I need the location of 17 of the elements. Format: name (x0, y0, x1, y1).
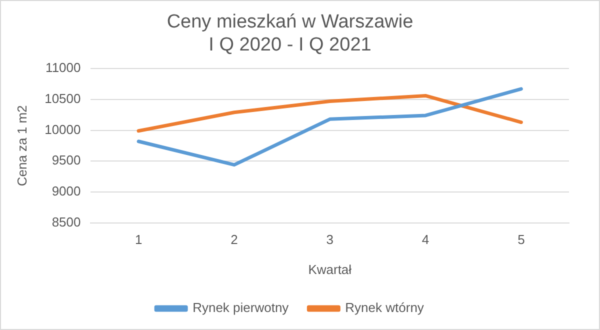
y-tick-label: 10500 (44, 91, 81, 106)
x-tick-label: 1 (134, 232, 142, 248)
y-axis-title: Cena za 1 m2 (14, 105, 30, 186)
y-tick-label: 9500 (52, 152, 81, 168)
x-tick-label: 4 (422, 232, 430, 248)
y-tick-label: 10000 (44, 122, 81, 137)
chart-title: Ceny mieszkań w Warszawie (166, 12, 414, 33)
x-tick-label: 2 (230, 232, 238, 248)
y-tick-label: 8500 (52, 214, 81, 230)
y-tick-label: 9000 (52, 184, 81, 199)
chart-subtitle: I Q 2020 - I Q 2021 (208, 34, 372, 56)
legend-label: Rynek wtórny (345, 300, 424, 316)
x-axis-title: Kwartał (308, 262, 352, 277)
x-tick-label: 3 (326, 232, 334, 248)
x-tick-label: 5 (518, 232, 525, 248)
legend-label: Rynek pierwotny (192, 300, 290, 316)
y-tick-label: 11000 (46, 60, 81, 76)
